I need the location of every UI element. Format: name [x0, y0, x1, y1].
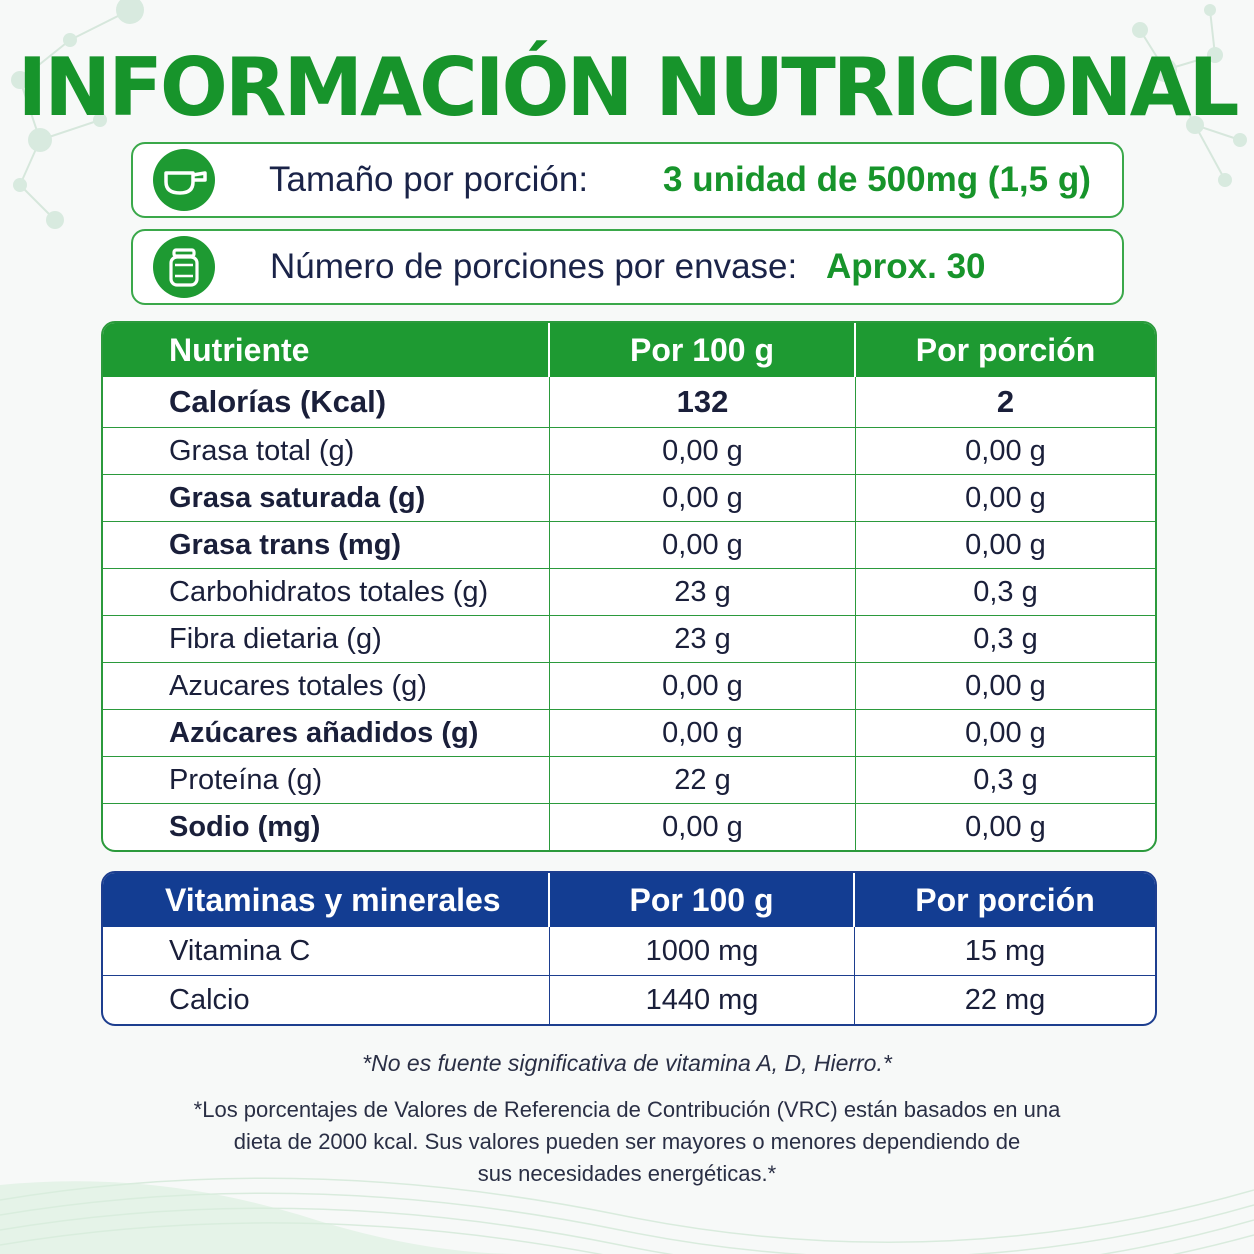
table-row: Grasa saturada (g) 0,00 g 0,00 g [103, 474, 1155, 521]
table-row: Vitamina C 1000 mg 15 mg [103, 927, 1155, 975]
value-per-portion: 0,00 g [856, 474, 1155, 521]
value-per-100g: 23 g [550, 615, 856, 662]
header-por-100g: Por 100 g [550, 873, 855, 927]
nutrient-name: Calorías (Kcal) [103, 377, 550, 427]
nutrient-name: Azúcares añadidos (g) [103, 709, 550, 756]
vitamin-name: Calcio [103, 975, 550, 1024]
value-per-portion: 0,00 g [856, 803, 1155, 850]
portions-label: Número de porciones por envase: [270, 247, 798, 286]
table-row: Azucares totales (g) 0,00 g 0,00 g [103, 662, 1155, 709]
footnote-line: sus necesidades energéticas.* [477, 1161, 777, 1186]
table-row: Proteína (g) 22 g 0,3 g [103, 756, 1155, 803]
value-per-portion: 15 mg [964, 934, 1046, 967]
scoop-icon [153, 149, 215, 211]
value-per-portion: 0,00 g [856, 521, 1155, 568]
nutrient-name: Azucares totales (g) [103, 662, 550, 709]
value-per-100g: 23 g [550, 568, 856, 615]
value-per-portion: 0,3 g [856, 615, 1155, 662]
nutrient-name: Fibra dietaria (g) [103, 615, 550, 662]
table-row: Calorías (Kcal) 132 2 [103, 377, 1155, 427]
footnote-nutrients: *No es fuente significativa de vitamina … [362, 1050, 892, 1076]
nutrition-table: Nutriente Por 100 g Por porción Calorías… [101, 321, 1157, 852]
portions-value: Aprox. 30 [826, 247, 986, 286]
header-por-porcion: Por porción [856, 323, 1155, 377]
value-per-portion: 0,3 g [856, 568, 1155, 615]
footnote-line: *Los porcentajes de Valores de Referenci… [193, 1097, 1061, 1122]
serving-size-box: Tamaño por porción: 3 unidad de 500mg (1… [131, 142, 1124, 218]
value-per-100g: 0,00 g [550, 662, 856, 709]
header-por-100g: Por 100 g [550, 323, 856, 377]
table-row: Grasa trans (mg) 0,00 g 0,00 g [103, 521, 1155, 568]
value-per-100g: 1000 mg [550, 927, 855, 975]
vitamins-header-row: Vitaminas y minerales Por 100 g Por porc… [103, 873, 1155, 927]
nutrition-header-row: Nutriente Por 100 g Por porción [103, 323, 1155, 377]
vitamin-name: Vitamina C [103, 927, 550, 975]
table-row: Calcio 1440 mg 22 mg [103, 975, 1155, 1024]
value-per-100g: 0,00 g [550, 709, 856, 756]
page-title: INFORMACIÓN NUTRICIONAL [17, 41, 1240, 134]
value-per-portion: 2 [996, 384, 1015, 419]
nutrient-name: Proteína (g) [103, 756, 550, 803]
table-row: Azúcares añadidos (g) 0,00 g 0,00 g [103, 709, 1155, 756]
nutrient-name: Carbohidratos totales (g) [103, 568, 550, 615]
jar-icon [153, 236, 215, 298]
nutrient-name: Sodio (mg) [103, 803, 550, 850]
value-per-100g: 132 [550, 377, 856, 427]
table-row: Carbohidratos totales (g) 23 g 0,3 g [103, 568, 1155, 615]
value-per-portion: 0,3 g [856, 756, 1155, 803]
value-per-100g: 1440 mg [550, 975, 855, 1024]
nutrient-name: Grasa total (g) [103, 427, 550, 474]
nutrient-name: Grasa saturada (g) [103, 474, 550, 521]
value-per-100g: 22 g [550, 756, 856, 803]
value-per-portion: 22 mg [855, 975, 1155, 1024]
serving-size-label: Tamaño por porción: [269, 160, 589, 199]
value-per-100g: 0,00 g [550, 427, 856, 474]
portions-box: Número de porciones por envase: Aprox. 3… [131, 229, 1124, 305]
serving-size-value: 3 unidad de 500mg (1,5 g) [663, 160, 1091, 199]
header-vitaminas: Vitaminas y minerales [103, 873, 550, 927]
value-per-portion: 0,00 g [856, 662, 1155, 709]
nutrient-name: Grasa trans (mg) [103, 521, 550, 568]
table-row: Grasa total (g) 0,00 g 0,00 g [103, 427, 1155, 474]
value-per-100g: 0,00 g [550, 474, 856, 521]
value-per-100g: 0,00 g [550, 521, 856, 568]
header-por-porcion: Por porción [855, 873, 1155, 927]
value-per-portion: 0,00 g [856, 709, 1155, 756]
table-row: Sodio (mg) 0,00 g 0,00 g [103, 803, 1155, 850]
footnote-vrc: *Los porcentajes de Valores de Referenci… [177, 1094, 1077, 1190]
header-nutriente: Nutriente [103, 323, 550, 377]
footnote-line: dieta de 2000 kcal. Sus valores pueden s… [233, 1129, 1021, 1154]
table-row: Fibra dietaria (g) 23 g 0,3 g [103, 615, 1155, 662]
value-per-portion: 0,00 g [856, 427, 1155, 474]
value-per-100g: 0,00 g [550, 803, 856, 850]
vitamins-table: Vitaminas y minerales Por 100 g Por porc… [101, 871, 1157, 1026]
